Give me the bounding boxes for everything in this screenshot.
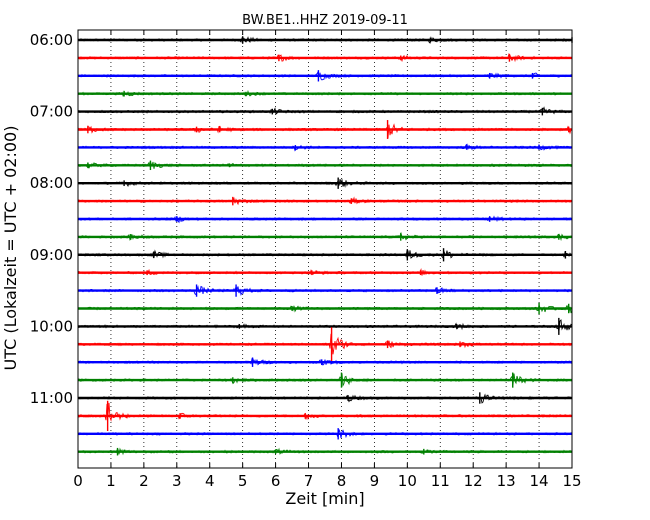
trace-08:30 bbox=[77, 215, 573, 224]
y-tick-label: 07:00 bbox=[30, 103, 73, 121]
trace-10:15 bbox=[77, 327, 573, 362]
x-tick-label: 12 bbox=[464, 472, 483, 490]
trace-07:45 bbox=[77, 160, 573, 171]
x-tick-label: 2 bbox=[139, 472, 149, 490]
traces-layer bbox=[77, 36, 573, 456]
trace-11:15 bbox=[77, 400, 573, 432]
trace-waveform bbox=[77, 429, 573, 439]
trace-10:30 bbox=[77, 357, 573, 367]
trace-waveform bbox=[77, 231, 573, 242]
trace-07:00 bbox=[77, 106, 573, 116]
trace-waveform bbox=[77, 196, 573, 206]
trace-waveform bbox=[77, 123, 573, 139]
x-tick-label: 4 bbox=[205, 472, 215, 490]
x-tick-label: 11 bbox=[431, 472, 450, 490]
x-tick-label: 13 bbox=[497, 472, 516, 490]
trace-waveform bbox=[77, 447, 573, 456]
trace-11:00 bbox=[77, 392, 573, 404]
trace-waveform bbox=[77, 268, 573, 276]
trace-waveform bbox=[77, 284, 573, 296]
x-tick-label: 3 bbox=[172, 472, 182, 490]
trace-10:00 bbox=[77, 317, 573, 335]
x-ticks: 0 1 2 3 4 5 6 7 8 9 10 11 12 13 14 15 bbox=[73, 30, 582, 490]
trace-waveform bbox=[77, 319, 573, 332]
trace-waveform bbox=[77, 106, 573, 115]
x-axis-label: Zeit [min] bbox=[285, 489, 364, 508]
y-tick-label: 10:00 bbox=[30, 317, 73, 335]
trace-waveform bbox=[77, 393, 573, 404]
trace-10:45 bbox=[77, 372, 573, 388]
y-ticks: 06:00 07:00 08:00 09:00 10:00 11:00 bbox=[30, 31, 572, 407]
trace-waveform bbox=[77, 161, 573, 169]
y-tick-label: 11:00 bbox=[30, 389, 73, 407]
trace-11:45 bbox=[77, 447, 573, 456]
y-tick-label: 06:00 bbox=[30, 31, 73, 49]
trace-06:45 bbox=[77, 89, 573, 98]
x-tick-label: 5 bbox=[238, 472, 248, 490]
trace-waveform bbox=[77, 358, 573, 366]
trace-waveform bbox=[77, 89, 573, 98]
x-tick-label: 8 bbox=[337, 472, 347, 490]
x-tick-label: 0 bbox=[73, 472, 83, 490]
trace-07:30 bbox=[77, 143, 573, 152]
trace-09:30 bbox=[77, 284, 573, 297]
trace-waveform bbox=[77, 373, 573, 387]
trace-waveform bbox=[77, 303, 573, 314]
trace-08:15 bbox=[77, 196, 573, 206]
trace-11:30 bbox=[77, 428, 573, 440]
trace-waveform bbox=[77, 178, 573, 188]
x-tick-label: 15 bbox=[562, 472, 581, 490]
trace-09:45 bbox=[77, 302, 573, 315]
y-axis-label: UTC (Lokalzeit = UTC + 02:00) bbox=[1, 126, 20, 371]
trace-09:15 bbox=[77, 268, 573, 276]
trace-waveform bbox=[77, 402, 573, 422]
x-tick-label: 1 bbox=[106, 472, 116, 490]
y-tick-label: 08:00 bbox=[30, 174, 73, 192]
chart-title: BW.BE1..HHZ 2019-09-11 bbox=[242, 13, 408, 28]
x-tick-label: 10 bbox=[398, 472, 417, 490]
plot-frame bbox=[77, 29, 573, 469]
trace-waveform bbox=[77, 249, 573, 259]
trace-08:45 bbox=[77, 231, 573, 242]
x-tick-label: 6 bbox=[271, 472, 281, 490]
trace-waveform bbox=[77, 53, 573, 63]
plot-background bbox=[78, 30, 572, 468]
trace-waveform bbox=[77, 36, 573, 44]
x-tick-label: 14 bbox=[530, 472, 549, 490]
trace-09:00 bbox=[77, 248, 573, 262]
y-tick-label: 09:00 bbox=[30, 246, 73, 264]
trace-06:15 bbox=[77, 53, 573, 63]
trace-waveform bbox=[77, 143, 573, 152]
trace-07:15 bbox=[77, 120, 573, 139]
x-tick-label: 7 bbox=[304, 472, 314, 490]
trace-06:30 bbox=[77, 70, 573, 82]
trace-waveform bbox=[77, 333, 573, 355]
x-tick-label: 9 bbox=[370, 472, 380, 490]
trace-08:00 bbox=[77, 177, 573, 189]
